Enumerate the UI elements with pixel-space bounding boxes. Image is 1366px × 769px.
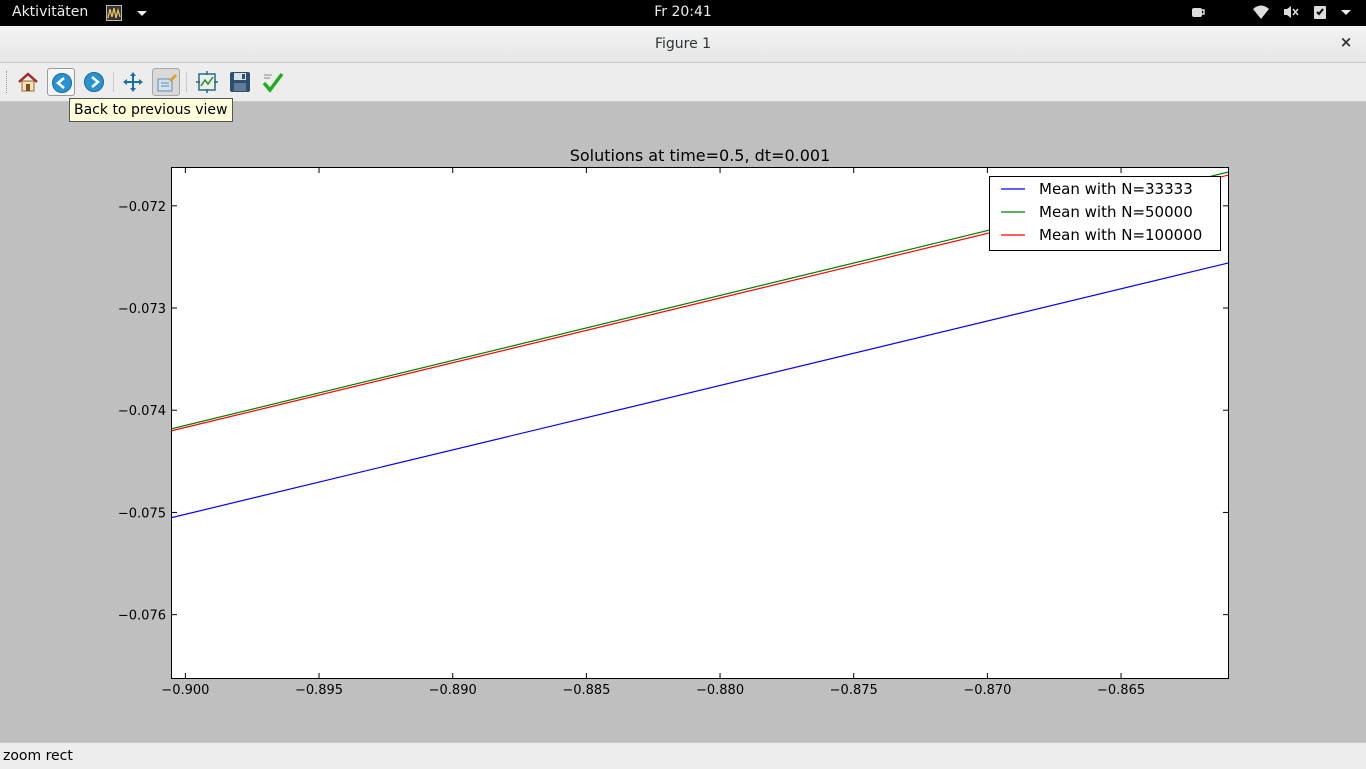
x-tick: −0.875 <box>830 168 878 698</box>
x-tick-label: −0.870 <box>963 683 1011 698</box>
home-icon <box>18 72 38 92</box>
x-tick: −0.865 <box>1097 168 1145 698</box>
subplots-icon <box>196 71 218 93</box>
forward-button[interactable] <box>80 68 108 96</box>
edit-axes-button[interactable] <box>259 68 287 96</box>
legend[interactable]: Mean with N=33333 Mean with N=50000 Mean w… <box>989 176 1221 251</box>
plot-svg[interactable]: Solutions at time=0.5, dt=0.001 −0.900 −0… <box>0 102 1366 742</box>
system-tray[interactable] <box>1190 4 1352 20</box>
back-icon <box>52 73 72 93</box>
y-tick: −0.076 <box>118 609 1228 624</box>
x-tick: −0.890 <box>429 168 477 698</box>
legend-frame <box>989 176 1221 251</box>
coffee-cup-icon[interactable] <box>1190 4 1206 20</box>
window-title-bar[interactable]: Figure 1 × <box>0 26 1366 63</box>
system-top-bar: Aktivitäten Fr 20:41 <box>0 0 1366 26</box>
y-tick: −0.072 <box>118 200 1228 215</box>
y-tick: −0.074 <box>118 404 1228 419</box>
x-tick: −0.885 <box>562 168 610 698</box>
x-tick-label: −0.880 <box>696 683 744 698</box>
y-tick: −0.075 <box>118 506 1228 521</box>
clipboard-check-icon[interactable] <box>1312 4 1328 20</box>
y-tick-label: −0.072 <box>118 200 166 215</box>
legend-entry: Mean with N=100000 <box>1039 226 1202 244</box>
x-tick: −0.870 <box>963 168 1011 698</box>
chevron-down-icon[interactable] <box>1340 5 1352 19</box>
forward-icon <box>84 72 104 92</box>
wifi-icon[interactable] <box>1252 4 1270 20</box>
status-bar: zoom rect <box>0 742 1366 769</box>
tooltip: Back to previous view <box>69 98 233 122</box>
toolbar-separator <box>113 72 114 92</box>
x-tick-label: −0.890 <box>429 683 477 698</box>
edit-check-icon <box>262 72 284 93</box>
x-tick: −0.900 <box>161 168 209 698</box>
x-tick-label: −0.895 <box>295 683 343 698</box>
pan-button[interactable] <box>119 68 147 96</box>
matplotlib-app-icon[interactable] <box>106 5 122 21</box>
y-tick-label: −0.074 <box>118 404 166 419</box>
legend-entry: Mean with N=50000 <box>1039 203 1193 221</box>
figure-canvas[interactable]: Solutions at time=0.5, dt=0.001 −0.900 −0… <box>0 102 1366 742</box>
x-tick-label: −0.900 <box>161 683 209 698</box>
clock[interactable]: Fr 20:41 <box>654 4 712 20</box>
window-title: Figure 1 <box>654 36 712 52</box>
app-menu-chevron-icon[interactable] <box>136 6 148 20</box>
activities-button[interactable]: Aktivitäten <box>12 4 89 20</box>
chart-title: Solutions at time=0.5, dt=0.001 <box>570 146 831 165</box>
pan-icon <box>123 72 143 92</box>
y-tick-label: −0.076 <box>118 609 166 624</box>
y-tick-label: −0.075 <box>118 506 166 521</box>
series-line <box>172 262 1228 519</box>
x-tick: −0.895 <box>295 168 343 698</box>
toolbar-grip[interactable] <box>6 71 9 93</box>
legend-entry: Mean with N=33333 <box>1039 180 1193 198</box>
x-tick-label: −0.865 <box>1097 683 1145 698</box>
x-tick-label: −0.875 <box>830 683 878 698</box>
zoom-icon <box>157 73 178 92</box>
y-tick: −0.073 <box>118 302 1228 317</box>
x-tick-label: −0.885 <box>562 683 610 698</box>
save-button[interactable] <box>226 68 254 96</box>
subplots-button[interactable] <box>193 68 221 96</box>
axes-background[interactable] <box>171 167 1229 679</box>
x-tick: −0.880 <box>696 168 744 698</box>
status-message: zoom rect <box>3 748 73 764</box>
close-button[interactable]: × <box>1339 33 1353 51</box>
y-tick-label: −0.073 <box>118 302 166 317</box>
tick-group: −0.900 −0.895 −0.890 −0.885 −0.880 −0.875 −0.8… <box>118 168 1228 698</box>
home-button[interactable] <box>14 68 42 96</box>
navigation-toolbar <box>0 63 1366 102</box>
save-icon <box>230 72 250 92</box>
toolbar-separator <box>186 72 187 92</box>
volume-muted-icon[interactable] <box>1282 4 1300 20</box>
back-button[interactable] <box>47 68 75 96</box>
zoom-button[interactable] <box>152 68 180 96</box>
